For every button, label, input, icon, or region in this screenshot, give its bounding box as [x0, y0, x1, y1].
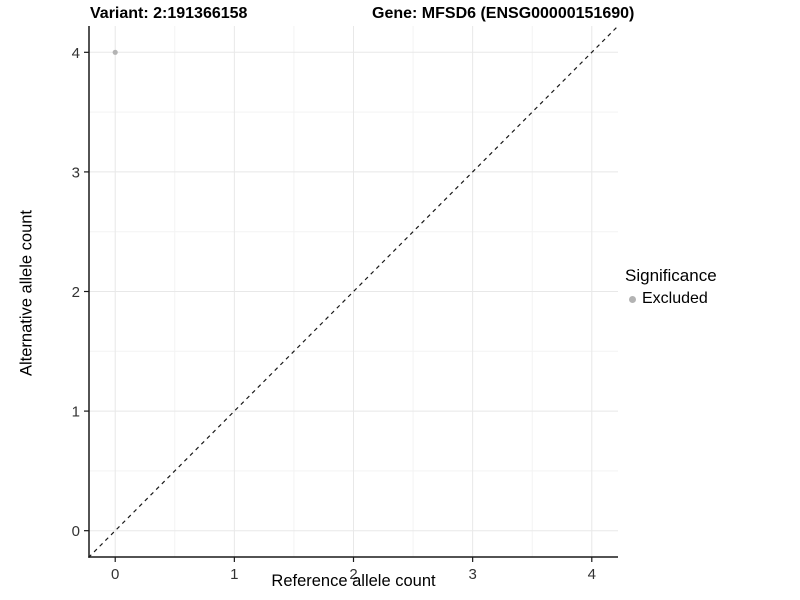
x-tick-label: 3: [468, 566, 476, 583]
gene-title: Gene: MFSD6 (ENSG00000151690): [372, 5, 635, 22]
x-axis-label: Reference allele count: [271, 572, 436, 590]
legend: Significance Excluded: [625, 266, 717, 308]
legend-entry: Excluded: [625, 290, 717, 308]
x-tick-labels: 0 1 2 3 4: [111, 566, 596, 583]
y-tick-label: 3: [72, 164, 80, 181]
legend-marker-circle-icon: [629, 295, 636, 303]
legend-entries: Excluded: [625, 290, 717, 308]
x-tick-label: 4: [588, 566, 596, 583]
y-tick-label: 4: [72, 45, 80, 62]
gridlines-major: [89, 26, 618, 557]
variant-title: Variant: 2:191366158: [90, 5, 248, 22]
y-tick-label: 1: [72, 404, 80, 421]
y-tick-labels: 0 1 2 3 4: [72, 45, 80, 540]
x-tick-label: 0: [111, 566, 119, 583]
x-tick-label: 2: [349, 566, 357, 583]
axis-ticks: [84, 51, 593, 562]
legend-entry-label: Excluded: [642, 290, 708, 307]
identity-reference-line: [89, 26, 618, 557]
legend-title: Significance: [625, 266, 717, 285]
y-tick-label: 0: [72, 523, 80, 540]
y-tick-label: 2: [72, 284, 80, 301]
y-axis-label: Alternative allele count: [17, 209, 36, 377]
data-point: [112, 49, 118, 55]
x-tick-label: 1: [230, 566, 238, 583]
